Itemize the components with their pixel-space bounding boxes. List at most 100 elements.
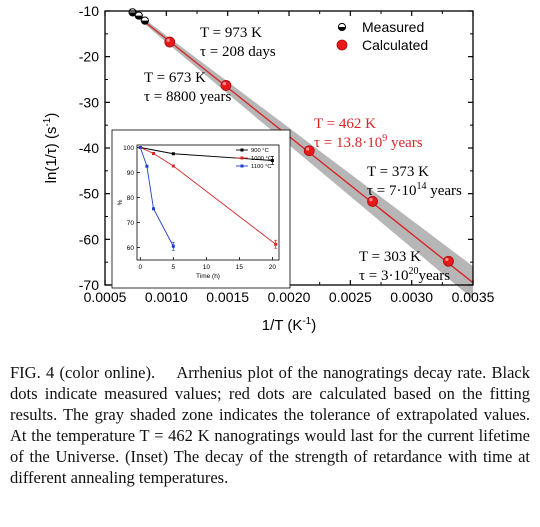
axis-layer: 0.0005 0.0010 0.0015 0.0020 0.0025 0.0030 0.00… [42,3,495,334]
measured-point-fill [141,20,149,25]
inset-series-point [152,207,156,211]
annotation: T = 303 Kτ = 3·1020years [359,249,450,284]
inset-x-tick-label: 20 [269,264,277,271]
legend-label: Calculated [362,37,428,53]
x-tick-label: 0.0035 [452,289,495,305]
annotation-temperature: T = 303 K [359,249,421,265]
inset-legend-marker [240,164,244,168]
inset-series-line [139,147,174,247]
inset-x-tick-label: 5 [172,264,176,271]
annotation-lifetime: τ = 8800 years [144,89,232,105]
legend: Measured Calculated [336,19,428,53]
x-axis-label: 1/T (K-1) [262,316,316,334]
inset-legend-marker [240,148,244,152]
measured-point-fill [135,15,143,20]
y-tick-label: -30 [79,94,99,110]
legend-label: Measured [362,19,424,35]
y-axis-label: ln(1/τ) (s-1) [42,113,60,184]
y-tick-label: -20 [79,49,99,65]
tolerance-band [129,7,474,300]
x-tick-label: 0.0020 [268,289,311,305]
x-axis-label-close: ) [311,317,316,334]
x-tick-label: 0.0030 [390,289,433,305]
inset-x-tick-label: 10 [203,264,211,271]
inset-x-axis-label: Time (h) [196,273,220,280]
annotation-temperature: T = 973 K [200,25,262,41]
measured-point-fill [129,12,137,16]
annotation-lifetime: τ = 208 days [200,44,276,60]
inset-series-point [138,146,142,149]
inset-series-point [171,164,175,168]
x-tick-label: 0.0015 [206,289,249,305]
annotation-exponent: 9 [382,133,387,144]
annotation-lifetime: τ = 13.8·109 years [314,133,423,151]
inset-background [111,129,291,289]
annotation-exponent: 20 [408,266,418,277]
annotation: T = 373 Kτ = 7·1014 years [367,164,462,199]
calculated-point-highlight [222,82,226,86]
y-tick-label: -60 [79,231,99,247]
inset-legend-label: 1000 °C [251,156,272,162]
legend-marker-measured-fill [338,27,346,31]
inset-legend-marker [240,156,244,160]
annotation-temperature: T = 462 K [314,116,376,132]
annotation-unit: years [387,135,423,151]
calculated-point [164,36,176,48]
fit-line [129,9,474,284]
y-tick-label: -10 [79,3,99,19]
inset-series-point [145,164,149,168]
x-tick-label: 0.0010 [145,289,188,305]
calculated-point [303,145,315,157]
chart-canvas: 0.0005 0.0010 0.0015 0.0020 0.0025 0.0030 0.00… [42,3,495,334]
inset-series-point [171,152,175,156]
legend-marker-calculated [336,39,348,51]
annotation-temperature: T = 673 K [144,70,206,86]
annotation-unit: years [418,268,450,284]
inset-series-point [152,152,156,155]
x-axis-label-sup: -1 [302,316,311,327]
inset-series-line [140,147,276,245]
y-tick-label: -50 [79,186,99,202]
y-axis-label-close: ) [43,113,60,118]
inset-y-tick-label: 70 [127,220,135,227]
inset-frame [136,144,280,261]
fit-line-layer [129,9,474,284]
annotation-layer: T = 973 K τ = 208 days T = 673 K τ = 8800 y… [144,25,462,284]
arrhenius-chart: 0.0005 0.0010 0.0015 0.0020 0.0025 0.0030 0.00… [42,3,495,334]
calculated-point-highlight [166,38,170,42]
calculated-point [443,255,454,267]
caption-text: Arrhenius plot of the nanogratings decay… [10,363,531,487]
figure-caption: FIG. 4 (color online). Arrhenius plot of… [10,362,530,488]
annotation: T = 673 K τ = 8800 years [144,70,232,105]
inset-y-axis-label: % [117,199,124,205]
y-tick-label: -40 [79,140,99,156]
x-tick-label: 0.0005 [84,289,127,305]
y-axis-label-sup: -1 [42,117,53,126]
caption-label: FIG. 4 (color online). [10,363,156,382]
inset-y-tick-label: 90 [127,170,135,177]
inset-y-tick-label: 100 [123,145,134,152]
inset-legend-label: 1100 °C [251,164,272,170]
annotation-lifetime: τ = 7·1014 years [367,181,462,199]
inset-x-tick-label: 0 [138,264,142,271]
annotation-lifetime: τ = 3·1020years [359,266,450,284]
annotation: T = 973 K τ = 208 days [200,25,276,60]
measured-point [140,16,149,25]
annotation-unit: years [426,183,462,199]
annotation-exponent: 14 [416,181,426,192]
annotation-temperature: T = 373 K [367,164,429,180]
annotation: T = 462 Kτ = 13.8·109 years [314,116,423,151]
y-tick-label: -70 [79,277,99,293]
x-tick-label: 0.0025 [329,289,372,305]
measured-point [134,11,143,20]
inset-y-tick-label: 80 [127,195,135,202]
inset-legend-label: 900 °C [251,148,269,154]
inset-y-tick-label: 60 [127,245,135,252]
inset-x-tick-label: 15 [236,264,244,271]
calculated-point-highlight [445,257,449,262]
points-layer [128,8,454,267]
tolerance-band-layer [129,7,474,300]
inset-chart: 0 5 10 15 20 60 70 80 90 100 Time (h)% 900 °C 1000 °… [111,129,291,289]
calculated-point-highlight [306,147,310,151]
calculated-point-highlight [369,198,373,202]
